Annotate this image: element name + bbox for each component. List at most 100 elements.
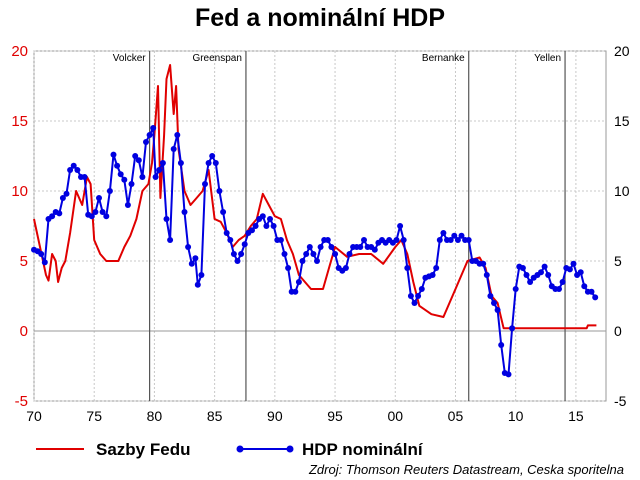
data-point bbox=[70, 162, 77, 169]
data-point bbox=[404, 265, 411, 271]
y-tick-label-right: 0 bbox=[614, 323, 622, 339]
data-point bbox=[357, 244, 364, 250]
data-point bbox=[581, 283, 588, 290]
data-point bbox=[306, 244, 313, 250]
data-point bbox=[570, 260, 577, 267]
data-point bbox=[121, 176, 128, 183]
data-point bbox=[74, 167, 81, 173]
data-point bbox=[223, 230, 230, 236]
data-point bbox=[559, 279, 566, 285]
data-point bbox=[143, 139, 149, 145]
data-point bbox=[346, 251, 353, 257]
data-point bbox=[332, 251, 339, 257]
y-tick-label-right: -5 bbox=[614, 393, 627, 409]
data-point bbox=[67, 167, 74, 173]
data-point bbox=[285, 265, 292, 271]
data-point bbox=[451, 232, 458, 239]
data-point bbox=[220, 209, 227, 215]
x-tick-label: 05 bbox=[448, 408, 464, 424]
data-point bbox=[342, 265, 349, 271]
data-point bbox=[92, 209, 99, 215]
data-point bbox=[263, 223, 270, 229]
y-tick-label-right: 10 bbox=[614, 183, 630, 199]
y-tick-label-left: 15 bbox=[11, 113, 28, 130]
data-point bbox=[188, 260, 195, 267]
x-tick-label: 80 bbox=[147, 408, 163, 424]
data-point bbox=[150, 125, 157, 131]
data-point bbox=[556, 286, 562, 292]
data-point bbox=[56, 210, 63, 217]
era-marker-label: Bernanke bbox=[422, 53, 465, 64]
data-point bbox=[234, 258, 241, 264]
series-layer bbox=[31, 64, 599, 378]
data-point bbox=[185, 244, 192, 250]
data-point bbox=[124, 202, 131, 208]
data-point bbox=[545, 272, 552, 278]
data-point bbox=[212, 160, 219, 166]
data-point bbox=[436, 237, 443, 243]
data-point bbox=[592, 294, 599, 301]
x-tick-label: 95 bbox=[327, 408, 343, 424]
data-point bbox=[241, 241, 248, 248]
data-point bbox=[505, 371, 512, 378]
x-tick-label: 00 bbox=[387, 408, 403, 424]
y-tick-label-left: 5 bbox=[20, 253, 28, 270]
data-point bbox=[299, 258, 306, 264]
era-marker-label: Greenspan bbox=[192, 53, 241, 64]
data-point bbox=[181, 209, 188, 215]
legend-label: HDP nominální bbox=[302, 440, 424, 459]
data-point bbox=[281, 251, 288, 257]
era-marker-label: Yellen bbox=[534, 53, 561, 64]
data-point bbox=[96, 195, 102, 201]
data-point bbox=[110, 151, 117, 158]
plot-area bbox=[33, 50, 607, 402]
data-point bbox=[174, 132, 181, 138]
era-markers: Volcker Greenspan Bernanke Yellen bbox=[113, 51, 566, 401]
data-point bbox=[361, 237, 367, 243]
data-point bbox=[163, 216, 170, 222]
data-point bbox=[159, 160, 166, 166]
left-axis: -5 0 5 10 15 20 bbox=[11, 43, 28, 410]
data-point bbox=[252, 223, 259, 229]
x-tick-label: 85 bbox=[207, 408, 223, 424]
data-point bbox=[249, 227, 255, 234]
data-point bbox=[295, 279, 302, 285]
data-point bbox=[317, 244, 324, 250]
data-point bbox=[106, 188, 113, 194]
x-tick-label: 75 bbox=[86, 408, 102, 424]
data-point bbox=[509, 325, 516, 332]
data-point bbox=[216, 188, 223, 194]
data-point bbox=[519, 265, 526, 271]
data-point bbox=[487, 293, 494, 299]
y-tick-label-left: -5 bbox=[15, 393, 28, 410]
data-point bbox=[480, 260, 487, 267]
data-point bbox=[41, 259, 48, 266]
data-point bbox=[170, 146, 177, 152]
data-point bbox=[209, 153, 216, 159]
x-tick-label: 15 bbox=[568, 408, 584, 424]
data-point bbox=[541, 263, 548, 270]
legend-label: Sazby Fedu bbox=[96, 440, 190, 459]
era-marker-label: Volcker bbox=[113, 53, 146, 64]
data-point bbox=[292, 288, 299, 295]
data-point bbox=[156, 167, 163, 173]
data-point bbox=[146, 132, 153, 138]
data-point bbox=[429, 272, 436, 278]
data-point bbox=[99, 209, 106, 215]
data-point bbox=[433, 265, 440, 271]
data-point bbox=[88, 213, 95, 220]
data-point bbox=[230, 251, 237, 257]
data-point bbox=[447, 237, 454, 243]
series-hdp-nominalni bbox=[31, 125, 599, 378]
data-point bbox=[177, 160, 184, 166]
data-point bbox=[577, 269, 584, 276]
data-point bbox=[194, 281, 201, 288]
right-axis: -5 0 5 10 15 20 bbox=[614, 43, 630, 409]
data-point bbox=[454, 237, 461, 243]
data-point bbox=[512, 286, 519, 292]
legend-swatch-marker bbox=[286, 445, 294, 453]
data-point bbox=[538, 269, 544, 276]
x-tick-label: 90 bbox=[267, 408, 283, 424]
x-tick-label: 10 bbox=[508, 408, 524, 424]
